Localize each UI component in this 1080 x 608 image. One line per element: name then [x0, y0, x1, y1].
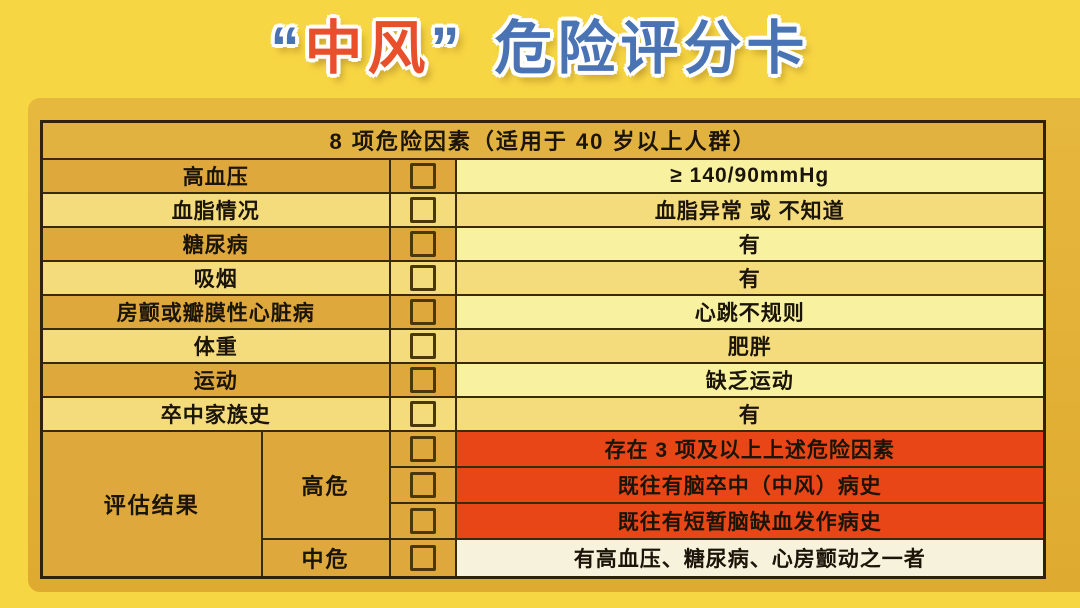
checkbox-cell [388, 430, 457, 469]
factor-label-cell: 糖尿病 [40, 225, 391, 262]
factor-value-cell: 血脂异常 或 不知道 [454, 191, 1046, 228]
table-row-family-history: 卒中家族史 有 [40, 396, 1046, 433]
title-highlight: 中风 [304, 16, 431, 81]
checkbox[interactable] [409, 436, 436, 463]
title-banner: “中风” 危险评分卡 [0, 0, 1080, 98]
factor-label-cell: 房颤或瓣膜性心脏病 [40, 293, 391, 330]
factor-label-cell: 高血压 [40, 157, 391, 194]
medium-risk-level-cell: 中危 [260, 538, 391, 579]
table-row-medium-risk: 中危 有高血压、糖尿病、心房颤动之一者 [42, 538, 1046, 579]
checkbox[interactable] [409, 472, 436, 499]
table-row-smoking: 吸烟 有 [40, 259, 1046, 296]
checkbox-cell [388, 191, 457, 228]
checkbox-cell [388, 502, 457, 541]
checkbox-cell [388, 259, 457, 296]
table-header: 8 项危险因素（适用于 40 岁以上人群） [40, 120, 1046, 160]
title-rest: 危险评分卡 [494, 16, 810, 81]
checkbox[interactable] [409, 366, 436, 393]
factor-value-cell: 有 [454, 259, 1046, 296]
table-row-atrial-fibrillation: 房颤或瓣膜性心脏病 心跳不规则 [40, 293, 1046, 330]
medium-risk-value-cell: 有高血压、糖尿病、心房颤动之一者 [454, 538, 1046, 579]
result-label-cell: 评估结果 [40, 430, 263, 579]
high-risk-value-cell: 既往有脑卒中（中风）病史 [454, 466, 1046, 505]
checkbox[interactable] [409, 332, 436, 359]
factor-value-cell: 心跳不规则 [454, 293, 1046, 330]
high-risk-value-cell: 存在 3 项及以上上述危险因素 [454, 430, 1046, 469]
table-row-hypertension: 高血压 ≥ 140/90mmHg [40, 157, 1046, 194]
checkbox[interactable] [409, 162, 436, 189]
factor-label-cell: 血脂情况 [40, 191, 391, 228]
factor-label-cell: 卒中家族史 [40, 396, 391, 433]
factor-value-cell: 有 [454, 225, 1046, 262]
checkbox-cell [388, 361, 457, 399]
factor-value-cell: ≥ 140/90mmHg [454, 157, 1046, 194]
table-row-diabetes: 糖尿病 有 [40, 225, 1046, 262]
factor-value-cell: 有 [454, 396, 1046, 433]
checkbox[interactable] [409, 264, 436, 291]
factor-label-cell: 吸烟 [40, 259, 391, 296]
risk-score-table: 8 项危险因素（适用于 40 岁以上人群） 高血压 ≥ 140/90mmHg 血… [40, 120, 1046, 579]
checkbox-cell [388, 538, 457, 579]
card-panel: 8 项危险因素（适用于 40 岁以上人群） 高血压 ≥ 140/90mmHg 血… [28, 98, 1080, 592]
checkbox-cell [388, 157, 457, 194]
checkbox[interactable] [409, 401, 436, 428]
factor-label-cell: 运动 [40, 361, 391, 399]
checkbox-cell [388, 396, 457, 433]
table-row-high-risk-1: 评估结果 高危 存在 3 项及以上上述危险因素 [40, 430, 1046, 579]
title-close-quote: ” [430, 16, 465, 81]
factor-value-cell: 肥胖 [454, 327, 1046, 364]
factor-value-cell: 缺乏运动 [454, 361, 1046, 399]
checkbox-cell [388, 293, 457, 330]
title-open-quote: “ [270, 16, 305, 81]
table-row-blood-lipids: 血脂情况 血脂异常 或 不知道 [40, 191, 1046, 228]
checkbox-cell [388, 225, 457, 262]
checkbox[interactable] [409, 298, 436, 325]
table-row-high-risk-2: 既往有脑卒中（中风）病史 [42, 466, 1046, 505]
table-row-weight: 体重 肥胖 [40, 327, 1046, 364]
page-title: “中风” 危险评分卡 [270, 20, 809, 78]
checkbox[interactable] [409, 545, 436, 572]
high-risk-value-cell: 既往有短暂脑缺血发作病史 [454, 502, 1046, 541]
checkbox[interactable] [409, 196, 436, 223]
checkbox-cell [388, 327, 457, 364]
factor-label-cell: 体重 [40, 327, 391, 364]
table-row-exercise: 运动 缺乏运动 [40, 361, 1046, 399]
table-row-high-risk-3: 既往有短暂脑缺血发作病史 [42, 502, 1046, 541]
checkbox-cell [388, 466, 457, 505]
checkbox[interactable] [409, 230, 436, 257]
high-risk-level-cell: 高危 [260, 430, 391, 541]
table-header-row: 8 项危险因素（适用于 40 岁以上人群） [40, 120, 1046, 160]
checkbox[interactable] [409, 508, 436, 535]
